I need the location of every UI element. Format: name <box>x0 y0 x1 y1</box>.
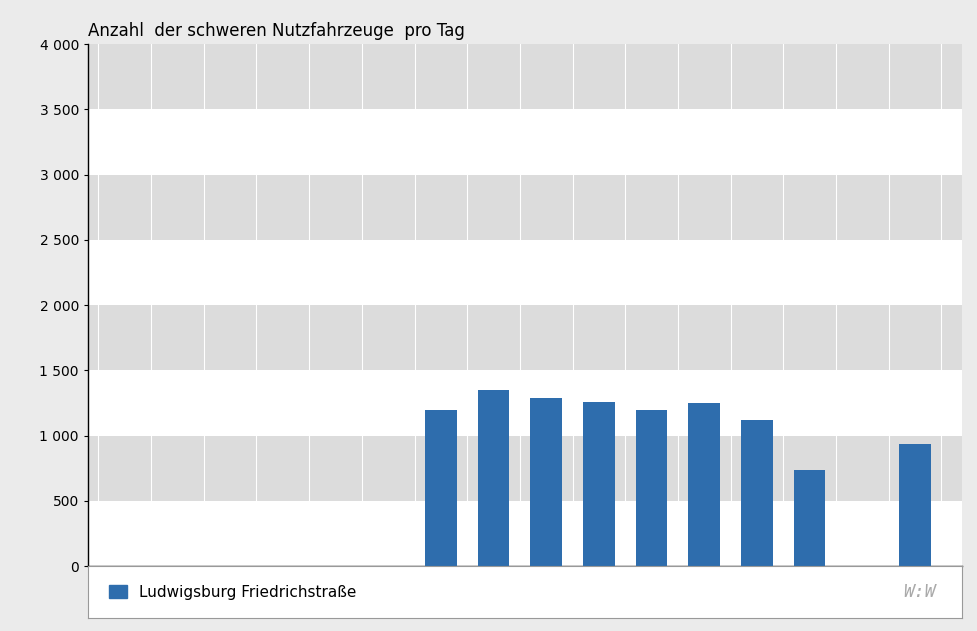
Bar <box>425 410 456 566</box>
Bar <box>88 109 962 175</box>
Bar <box>478 390 509 566</box>
Text: W:W: W:W <box>904 583 936 601</box>
Bar <box>88 435 962 501</box>
Text: Anzahl  der schweren Nutzfahrzeuge  pro Tag: Anzahl der schweren Nutzfahrzeuge pro Ta… <box>88 22 465 40</box>
Bar <box>531 398 562 566</box>
Bar <box>899 444 931 566</box>
Bar <box>583 402 615 566</box>
Bar <box>88 305 962 370</box>
Bar <box>742 420 773 566</box>
Bar <box>793 469 826 566</box>
Bar <box>88 44 962 109</box>
Bar <box>88 370 962 435</box>
Legend: Ludwigsburg Friedrichstraße: Ludwigsburg Friedrichstraße <box>105 580 361 604</box>
Bar <box>88 501 962 566</box>
Bar <box>636 410 667 566</box>
Bar <box>88 240 962 305</box>
Bar <box>88 175 962 240</box>
Bar <box>689 403 720 566</box>
